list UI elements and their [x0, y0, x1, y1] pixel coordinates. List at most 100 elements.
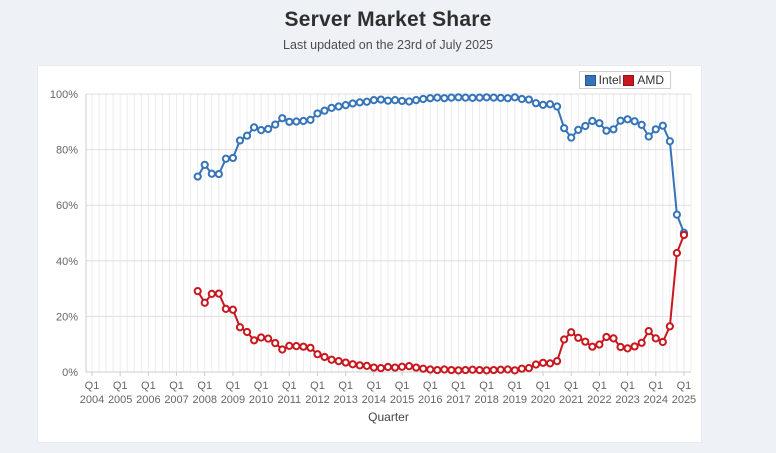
page-background: { "theme": { "page_background": "#eef2f7…: [0, 8, 776, 453]
data-point-amd: [242, 327, 252, 337]
data-point-amd: [221, 304, 230, 313]
data-point-intel: [595, 119, 604, 128]
data-point-intel: [334, 102, 343, 111]
data-point-amd: [616, 342, 625, 352]
data-point-intel: [531, 99, 541, 108]
y-axis-tick-label: 20%: [56, 311, 78, 323]
data-point-intel: [221, 154, 230, 163]
x-axis-tick-year: 2010: [249, 394, 273, 406]
data-point-intel: [489, 93, 498, 102]
y-axis-tick-label: 40%: [56, 256, 78, 268]
data-point-intel: [468, 93, 477, 102]
data-point-amd: [200, 298, 209, 307]
data-point-intel: [433, 93, 442, 102]
x-axis-tick-year: 2007: [164, 394, 188, 406]
data-point-amd: [214, 289, 223, 298]
data-point-intel: [524, 95, 534, 104]
data-point-intel: [383, 96, 393, 105]
data-point-intel: [369, 96, 378, 105]
x-axis-tick-quarter: Q1: [254, 380, 269, 392]
market-share-line-chart: 0% 20% 40% 60% 80% 100% Q1 2004 Q1 2005 Q1 2006 Q1 20…: [50, 89, 696, 424]
x-axis-tick-quarter: Q1: [85, 380, 100, 392]
x-axis-tick-quarter: Q1: [423, 380, 438, 392]
data-point-amd: [510, 366, 519, 375]
data-point-intel: [658, 121, 667, 130]
data-point-amd: [517, 364, 526, 373]
data-point-intel: [609, 125, 618, 134]
legend-item-amd[interactable]: AMD: [623, 73, 664, 87]
data-point-amd: [419, 364, 428, 373]
data-point-intel: [299, 116, 308, 126]
data-point-amd: [545, 359, 555, 368]
x-axis-tick-year: 2024: [644, 394, 668, 406]
data-point-amd: [665, 322, 674, 331]
x-axis-tick-year: 2005: [108, 394, 132, 406]
data-point-amd: [503, 365, 512, 374]
x-axis-tick-quarter: Q1: [169, 380, 184, 392]
x-axis-tick-year: 2023: [615, 394, 639, 406]
data-point-intel: [637, 120, 646, 129]
data-point-intel: [538, 100, 548, 109]
amd-color-swatch: [623, 74, 635, 86]
page-title: Server Market Share: [284, 8, 492, 31]
data-point-amd: [334, 357, 343, 366]
x-axis-tick-year: 2016: [418, 394, 442, 406]
x-axis-tick-quarter: Q1: [620, 380, 635, 392]
data-point-intel: [278, 114, 287, 123]
data-point-amd: [292, 342, 301, 351]
x-axis-tick-year: 2013: [333, 394, 357, 406]
data-point-amd: [257, 333, 266, 342]
data-point-intel: [496, 93, 505, 102]
x-axis-tick-quarter: Q1: [282, 380, 297, 392]
data-point-intel: [503, 94, 512, 103]
x-axis-tick-quarter: Q1: [451, 380, 466, 392]
data-point-amd: [376, 364, 386, 373]
data-point-intel: [376, 95, 386, 104]
data-point-amd: [553, 357, 562, 366]
data-point-intel: [242, 131, 252, 140]
data-point-amd: [383, 362, 393, 372]
data-point-amd: [468, 365, 477, 374]
data-point-intel: [461, 93, 470, 102]
data-point-intel: [397, 96, 407, 106]
data-point-amd: [447, 365, 456, 375]
data-point-intel: [412, 96, 421, 105]
y-axis-tick-label: 100%: [50, 89, 78, 101]
x-axis-tick-quarter: Q1: [507, 380, 522, 392]
data-point-amd: [602, 332, 611, 342]
data-point-amd: [397, 362, 407, 371]
data-point-intel: [285, 117, 294, 126]
x-axis-tick-year: 2018: [474, 394, 498, 406]
data-point-amd: [672, 248, 682, 258]
data-point-intel: [602, 126, 611, 135]
data-point-intel: [327, 103, 336, 113]
data-point-amd: [609, 334, 618, 343]
data-point-intel: [249, 123, 259, 132]
legend-label-amd: AMD: [637, 73, 664, 87]
x-axis-tick-year: 2014: [362, 394, 386, 406]
data-point-amd: [560, 335, 569, 344]
data-point-intel: [588, 116, 597, 126]
x-axis-tick-quarter: Q1: [395, 380, 410, 392]
x-axis-tick-quarter: Q1: [536, 380, 551, 392]
data-point-intel: [193, 172, 202, 181]
data-point-amd: [433, 365, 442, 375]
x-axis-tick-quarter: Q1: [592, 380, 607, 392]
data-point-amd: [285, 341, 294, 350]
x-axis-tick-quarter: Q1: [479, 380, 494, 392]
x-axis-tick-year: 2020: [531, 394, 555, 406]
data-point-amd: [235, 323, 245, 332]
x-axis-tick-quarter: Q1: [338, 380, 353, 392]
data-point-intel: [665, 137, 674, 146]
data-point-intel: [348, 99, 357, 108]
x-axis-tick-quarter: Q1: [226, 380, 241, 392]
data-point-intel: [405, 97, 414, 106]
y-axis-tick-label: 60%: [56, 200, 78, 212]
x-axis-tick-year: 2019: [503, 394, 527, 406]
x-axis-tick-quarter: Q1: [564, 380, 579, 392]
data-point-amd: [475, 365, 484, 375]
data-point-amd: [278, 345, 287, 354]
data-point-amd: [630, 342, 639, 351]
data-point-intel: [560, 124, 569, 133]
legend-item-intel[interactable]: Intel: [584, 73, 621, 87]
